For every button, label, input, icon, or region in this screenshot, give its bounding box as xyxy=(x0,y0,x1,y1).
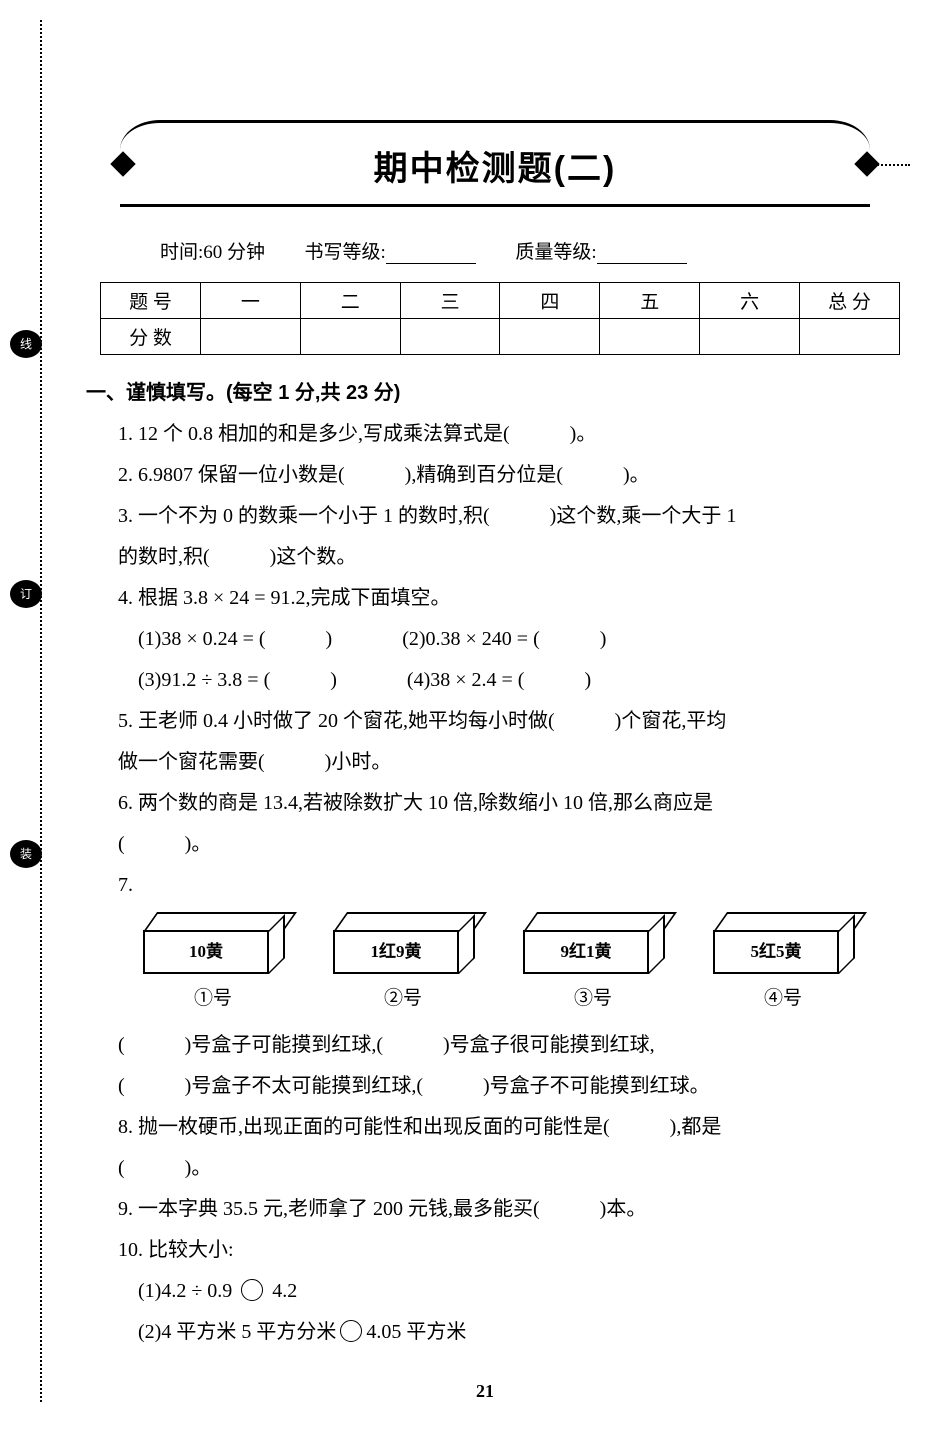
box3d-icon: 5红5黄 xyxy=(713,912,853,974)
question-3: 3. 一个不为 0 的数乘一个小于 1 的数时,积( )这个数,乘一个大于 1 xyxy=(118,496,890,537)
header-cell: 二 xyxy=(300,283,400,319)
header-cell: 三 xyxy=(400,283,500,319)
q10-2-right: 4.05 平方米 xyxy=(366,1321,466,1343)
q10-2-left: (2)4 平方米 5 平方分米 xyxy=(138,1321,336,1343)
header-cell: 一 xyxy=(201,283,301,319)
box-front-label: 10黄 xyxy=(143,930,269,974)
question-2: 2. 6.9807 保留一位小数是( ),精确到百分位是( )。 xyxy=(118,455,890,496)
q4-4: (4)38 × 2.4 = ( ) xyxy=(407,669,591,691)
row-head-cell: 分 数 xyxy=(101,319,201,355)
header-cell: 六 xyxy=(700,283,800,319)
header-cell: 总 分 xyxy=(800,283,900,319)
box-item-2: 1红9黄 ②号 xyxy=(318,912,488,1019)
question-3-cont: 的数时,积( )这个数。 xyxy=(118,537,890,578)
q10-1-left: (1)4.2 ÷ 0.9 xyxy=(138,1280,237,1302)
question-10-2: (2)4 平方米 5 平方分米 4.05 平方米 xyxy=(138,1312,890,1353)
box-number-label: ①号 xyxy=(128,980,298,1019)
table-row: 题 号 一 二 三 四 五 六 总 分 xyxy=(101,283,900,319)
box-item-3: 9红1黄 ③号 xyxy=(508,912,678,1019)
q4-1: (1)38 × 0.24 = ( ) xyxy=(138,628,332,650)
question-4-sub: (1)38 × 0.24 = ( ) (2)0.38 × 240 = ( ) xyxy=(138,619,890,660)
question-8-cont: ( )。 xyxy=(118,1148,890,1189)
compare-circle[interactable] xyxy=(340,1320,362,1342)
box3d-icon: 9红1黄 xyxy=(523,912,663,974)
compare-circle[interactable] xyxy=(241,1279,263,1301)
table-row: 分 数 xyxy=(101,319,900,355)
box-number-label: ②号 xyxy=(318,980,488,1019)
content: 一、谨慎填写。(每空 1 分,共 23 分) 1. 12 个 0.8 相加的和是… xyxy=(86,373,890,1353)
score-table: 题 号 一 二 三 四 五 六 总 分 分 数 xyxy=(100,282,900,355)
question-6: 6. 两个数的商是 13.4,若被除数扩大 10 倍,除数缩小 10 倍,那么商… xyxy=(118,783,890,824)
writing-grade-label: 书写等级: xyxy=(305,242,386,263)
q10-1-right: 4.2 xyxy=(267,1280,297,1302)
question-1: 1. 12 个 0.8 相加的和是多少,写成乘法算式是( )。 xyxy=(118,414,890,455)
binding-cut-line xyxy=(40,20,42,1402)
question-4-sub2: (3)91.2 ÷ 3.8 = ( ) (4)38 × 2.4 = ( ) xyxy=(138,660,890,701)
header-cell: 题 号 xyxy=(101,283,201,319)
box-number-label: ③号 xyxy=(508,980,678,1019)
score-cell[interactable] xyxy=(400,319,500,355)
boxes-row: 10黄 ①号 1红9黄 ②号 9红1黄 ③号 xyxy=(128,912,868,1019)
score-cell[interactable] xyxy=(600,319,700,355)
page-title: 期中检测题(二) xyxy=(374,150,617,188)
question-5-cont: 做一个窗花需要( )小时。 xyxy=(118,742,890,783)
question-7: 7. xyxy=(118,865,890,906)
margin-badge-1: 线 xyxy=(10,330,42,358)
box-number-label: ④号 xyxy=(698,980,868,1019)
section-heading: 一、谨慎填写。(每空 1 分,共 23 分) xyxy=(86,373,890,414)
q4-2: (2)0.38 × 240 = ( ) xyxy=(402,628,606,650)
score-cell[interactable] xyxy=(800,319,900,355)
quality-grade-label: 质量等级: xyxy=(515,242,596,263)
exam-page: 线 订 装 期中检测题(二) 时间:60 分钟 书写等级: 质量等级: 题 号 … xyxy=(0,0,950,1442)
question-8: 8. 抛一枚硬币,出现正面的可能性和出现反面的可能性是( ),都是 xyxy=(118,1107,890,1148)
question-7a: ( )号盒子可能摸到红球,( )号盒子很可能摸到红球, xyxy=(118,1025,890,1066)
time-label: 时间:60 分钟 xyxy=(160,242,265,263)
score-cell[interactable] xyxy=(700,319,800,355)
title-dash-connector xyxy=(870,164,910,166)
question-10-1: (1)4.2 ÷ 0.9 4.2 xyxy=(138,1271,890,1312)
header-cell: 四 xyxy=(500,283,600,319)
question-6-cont: ( )。 xyxy=(118,824,890,865)
question-9: 9. 一本字典 35.5 元,老师拿了 200 元钱,最多能买( )本。 xyxy=(118,1189,890,1230)
writing-grade-blank[interactable] xyxy=(386,244,476,264)
margin-badge-2: 订 xyxy=(10,580,42,608)
margin-badge-3: 装 xyxy=(10,840,42,868)
score-cell[interactable] xyxy=(300,319,400,355)
q4-3: (3)91.2 ÷ 3.8 = ( ) xyxy=(138,669,337,691)
score-cell[interactable] xyxy=(500,319,600,355)
box3d-icon: 1红9黄 xyxy=(333,912,473,974)
meta-line: 时间:60 分钟 书写等级: 质量等级: xyxy=(160,237,830,264)
score-cell[interactable] xyxy=(201,319,301,355)
question-5: 5. 王老师 0.4 小时做了 20 个窗花,她平均每小时做( )个窗花,平均 xyxy=(118,701,890,742)
box3d-icon: 10黄 xyxy=(143,912,283,974)
header-cell: 五 xyxy=(600,283,700,319)
page-number: 21 xyxy=(80,1381,890,1402)
question-4: 4. 根据 3.8 × 24 = 91.2,完成下面填空。 xyxy=(118,578,890,619)
question-10: 10. 比较大小: xyxy=(118,1230,890,1271)
box-item-1: 10黄 ①号 xyxy=(128,912,298,1019)
title-banner: 期中检测题(二) xyxy=(120,120,870,207)
box-front-label: 1红9黄 xyxy=(333,930,459,974)
quality-grade-blank[interactable] xyxy=(597,244,687,264)
box-front-label: 5红5黄 xyxy=(713,930,839,974)
box-item-4: 5红5黄 ④号 xyxy=(698,912,868,1019)
question-7b: ( )号盒子不太可能摸到红球,( )号盒子不可能摸到红球。 xyxy=(118,1066,890,1107)
box-front-label: 9红1黄 xyxy=(523,930,649,974)
